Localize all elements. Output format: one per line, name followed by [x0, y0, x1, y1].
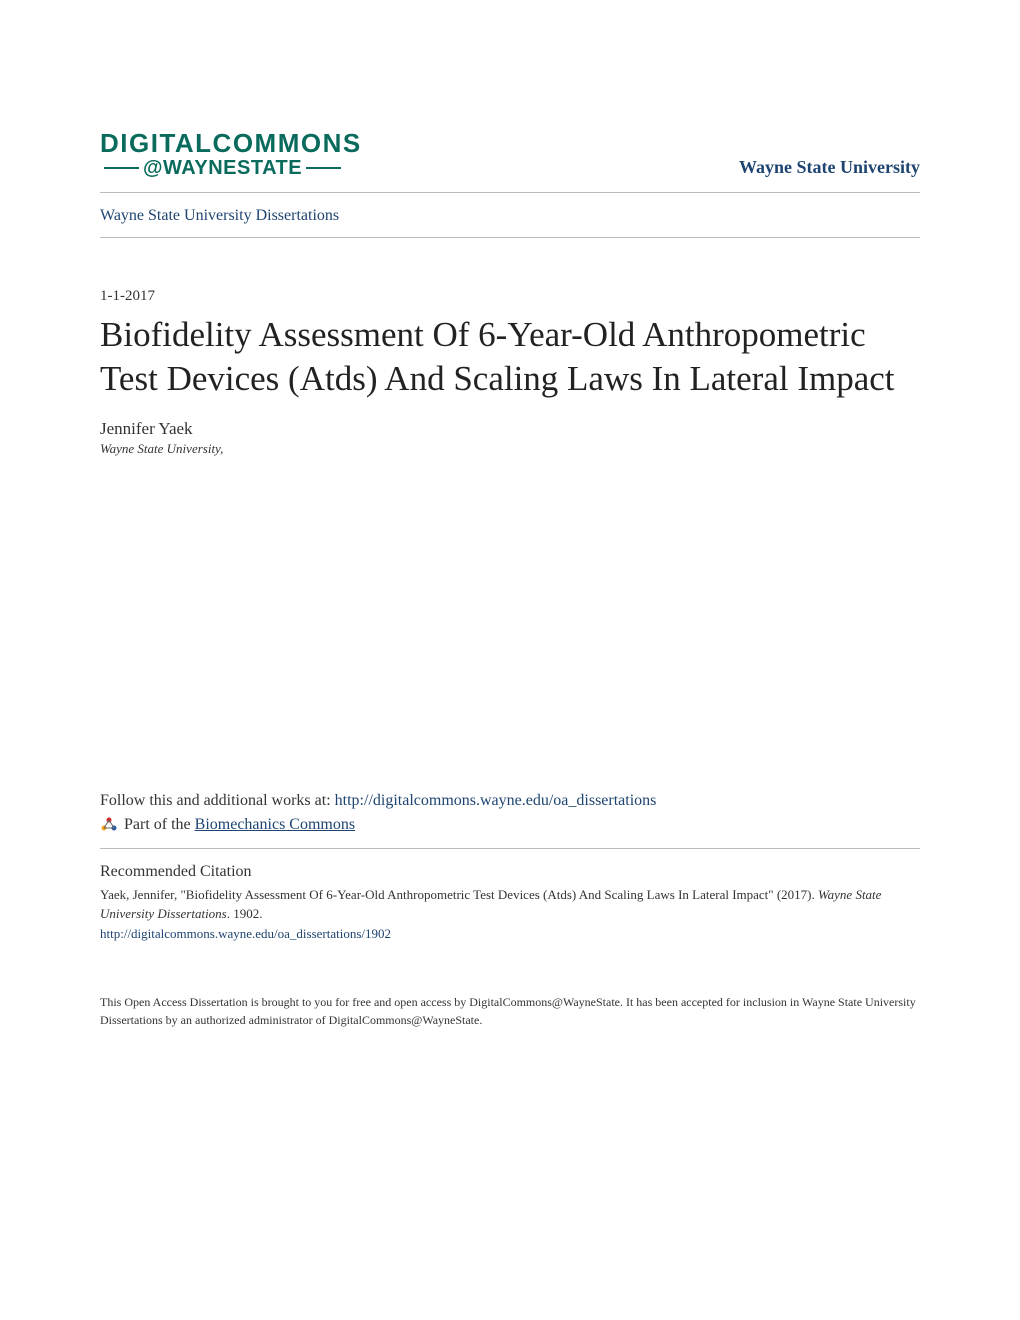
citation-part2: . 1902. — [227, 906, 263, 921]
author-name: Jennifer Yaek — [100, 419, 920, 439]
logo-text-bottom: @WAYNESTATE — [100, 156, 362, 180]
follow-works-link[interactable]: http://digitalcommons.wayne.edu/oa_disse… — [335, 792, 657, 809]
biomechanics-commons-link[interactable]: Biomechanics Commons — [195, 816, 355, 834]
citation-heading: Recommended Citation — [100, 863, 920, 881]
citation-url-link[interactable]: http://digitalcommons.wayne.edu/oa_disse… — [100, 926, 391, 941]
digital-commons-logo[interactable]: DIGITALCOMMONS @WAYNESTATE — [100, 130, 362, 180]
dissertations-collection-link[interactable]: Wayne State University Dissertations — [100, 207, 920, 238]
part-of-commons: Part of the Biomechanics Commons — [100, 816, 920, 849]
logo-text-top: DIGITALCOMMONS — [100, 130, 362, 156]
university-link[interactable]: Wayne State University — [739, 157, 920, 180]
follow-works-text: Follow this and additional works at: htt… — [100, 792, 920, 810]
logo-line-left — [104, 167, 139, 169]
publication-date: 1-1-2017 — [100, 288, 920, 305]
content-spacer — [100, 457, 920, 792]
citation-part1: Yaek, Jennifer, "Biofidelity Assessment … — [100, 887, 818, 902]
citation-body: Yaek, Jennifer, "Biofidelity Assessment … — [100, 885, 920, 944]
part-of-prefix: Part of the — [124, 816, 191, 834]
author-affiliation: Wayne State University, — [100, 441, 920, 457]
open-access-footer: This Open Access Dissertation is brought… — [100, 993, 920, 1029]
logo-line-right — [306, 167, 341, 169]
follow-prefix: Follow this and additional works at: — [100, 792, 335, 809]
document-title: Biofidelity Assessment Of 6-Year-Old Ant… — [100, 313, 920, 401]
header-section: DIGITALCOMMONS @WAYNESTATE Wayne State U… — [100, 130, 920, 193]
network-icon — [100, 816, 118, 834]
logo-bottom-text: @WAYNESTATE — [143, 156, 302, 180]
